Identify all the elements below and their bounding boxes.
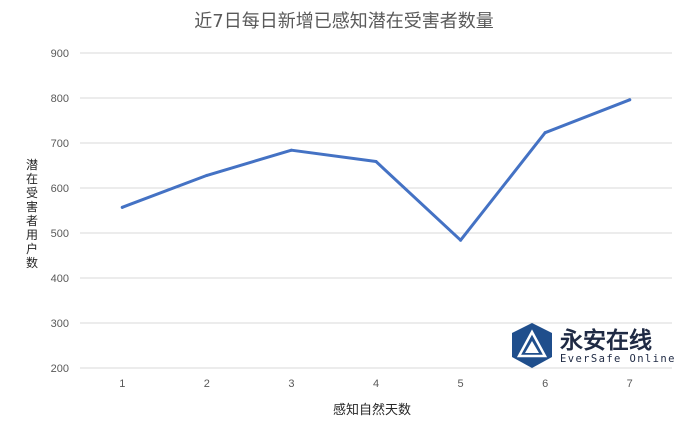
data-point bbox=[543, 131, 547, 135]
x-tick-label: 4 bbox=[373, 378, 379, 390]
gridlines bbox=[80, 52, 672, 369]
x-tick-label: 1 bbox=[119, 378, 125, 390]
y-tick-label: 400 bbox=[51, 273, 69, 285]
x-tick-label: 2 bbox=[204, 378, 210, 390]
y-tick-label: 900 bbox=[51, 48, 69, 60]
data-point bbox=[205, 173, 209, 177]
x-axis-ticks: 1 2 3 4 5 6 7 bbox=[119, 378, 633, 390]
y-tick-label: 600 bbox=[51, 183, 69, 195]
watermark-name: 永安在线 bbox=[560, 327, 652, 354]
data-point bbox=[459, 238, 463, 242]
data-point bbox=[120, 205, 124, 209]
y-tick-label: 300 bbox=[51, 318, 69, 330]
y-axis-ticks: 200 300 400 500 600 700 800 900 bbox=[51, 48, 69, 375]
data-point bbox=[289, 148, 293, 152]
x-tick-label: 5 bbox=[458, 378, 464, 390]
series-group bbox=[120, 98, 632, 242]
series-line bbox=[120, 98, 632, 242]
data-point bbox=[374, 159, 378, 163]
y-tick-label: 200 bbox=[51, 363, 69, 375]
y-tick-label: 500 bbox=[51, 228, 69, 240]
watermark-subtitle: EverSafe Online bbox=[560, 353, 676, 365]
x-tick-label: 7 bbox=[627, 378, 633, 390]
watermark-logo: 永安在线 EverSafe Online bbox=[512, 323, 676, 368]
y-axis-label: 潜在受害者用户数 bbox=[26, 158, 38, 270]
x-tick-label: 6 bbox=[542, 378, 548, 390]
chart-title: 近7日每日新增已感知潜在受害者数量 bbox=[194, 11, 493, 32]
y-tick-label: 700 bbox=[51, 138, 69, 150]
x-axis-label: 感知自然天数 bbox=[333, 402, 411, 418]
x-tick-label: 3 bbox=[288, 378, 294, 390]
y-tick-label: 800 bbox=[51, 93, 69, 105]
data-point bbox=[628, 98, 632, 102]
